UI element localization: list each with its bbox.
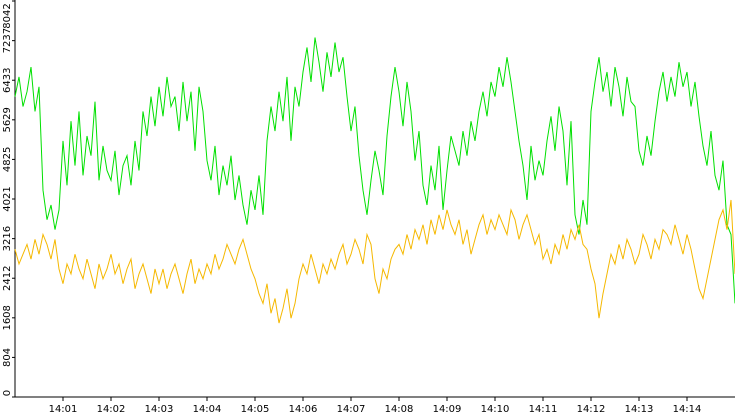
x-tick-label: 14:01 bbox=[49, 404, 78, 415]
x-tick-label: 14:12 bbox=[577, 404, 606, 415]
x-tick-label: 14:02 bbox=[97, 404, 126, 415]
x-tick-label: 14:05 bbox=[241, 404, 270, 415]
x-tick-label: 14:14 bbox=[673, 404, 702, 415]
x-tick-label: 14:06 bbox=[289, 404, 318, 415]
x-tick-label: 14:07 bbox=[337, 404, 366, 415]
x-tick-label: 14:09 bbox=[433, 404, 462, 415]
series-line bbox=[14, 199, 735, 324]
y-tick-label: 2412 bbox=[2, 266, 13, 291]
x-tick-label: 14:10 bbox=[481, 404, 510, 415]
y-tick-label: 6433 bbox=[2, 68, 13, 93]
y-tick-label: 3216 bbox=[2, 226, 13, 251]
x-tick-label: 14:03 bbox=[145, 404, 174, 415]
series-line bbox=[14, 37, 735, 304]
y-tick-label: 5629 bbox=[2, 107, 13, 132]
x-tick-label: 14:08 bbox=[385, 404, 414, 415]
x-tick-label: 14:04 bbox=[193, 404, 222, 415]
y-tick-label: 7237 bbox=[2, 28, 13, 53]
y-tick-label: 4825 bbox=[2, 147, 13, 172]
x-tick-label: 14:13 bbox=[625, 404, 654, 415]
y-tick-label: 8042 bbox=[2, 3, 13, 28]
y-tick-label: 1608 bbox=[2, 305, 13, 330]
x-tick-label: 14:11 bbox=[529, 404, 558, 415]
y-tick-label: 804 bbox=[2, 348, 13, 367]
y-tick-label: 4021 bbox=[2, 186, 13, 211]
y-tick-label: 0 bbox=[2, 390, 13, 396]
